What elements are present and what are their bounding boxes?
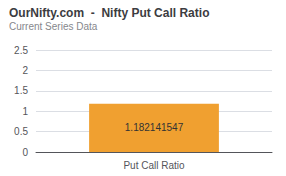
- svg-text:Current Series Data: Current Series Data: [9, 21, 98, 32]
- svg-text:1: 1: [22, 106, 28, 117]
- svg-text:1.5: 1.5: [14, 85, 28, 96]
- svg-text:Put Call Ratio: Put Call Ratio: [123, 160, 185, 171]
- svg-text:2.5: 2.5: [14, 45, 28, 56]
- svg-text:OurNifty.com - Nifty Put Cal: OurNifty.com - Nifty Put Call Ratio: [9, 6, 209, 20]
- svg-text:0: 0: [22, 147, 28, 158]
- svg-text:0.5: 0.5: [14, 126, 28, 137]
- svg-text:1.182141547: 1.182141547: [125, 122, 184, 133]
- svg-text:2: 2: [22, 65, 28, 76]
